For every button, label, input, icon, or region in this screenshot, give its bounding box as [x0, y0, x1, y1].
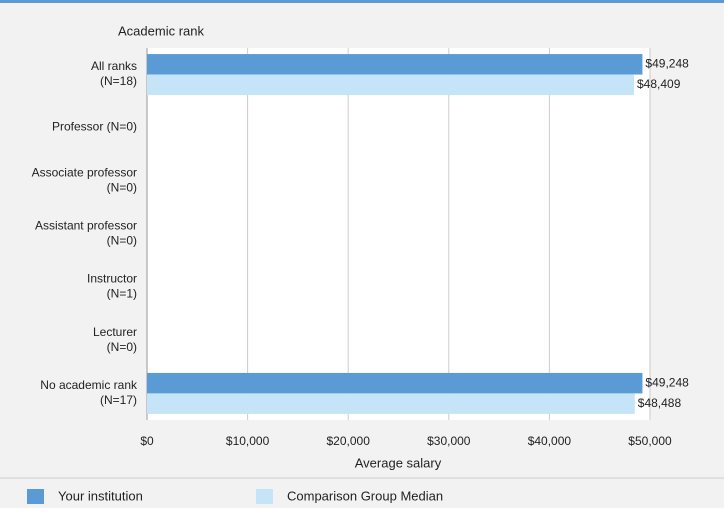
- data-label: $48,488: [638, 396, 682, 410]
- data-label: $49,248: [645, 375, 689, 389]
- bar: [147, 54, 643, 75]
- x-axis-title: Average salary: [355, 455, 442, 470]
- y-tick-label: Lecturer (N=0): [93, 325, 137, 354]
- data-label: $49,248: [645, 56, 689, 70]
- y-tick-label: Associate professor (N=0): [32, 166, 137, 195]
- x-tick-label: $30,000: [427, 434, 471, 448]
- x-tick-label: $0: [140, 434, 154, 448]
- y-tick-label: Assistant professor (N=0): [35, 219, 137, 248]
- top-border: [0, 0, 724, 3]
- legend-label: Comparison Group Median: [287, 488, 443, 503]
- y-axis-title: Academic rank: [118, 23, 204, 38]
- bar: [147, 74, 634, 96]
- y-tick-label: Instructor (N=1): [87, 272, 137, 301]
- y-tick-label: Professor (N=0): [52, 120, 137, 134]
- plot-area: [147, 48, 650, 420]
- x-tick-label: $50,000: [628, 434, 672, 448]
- data-label: $48,409: [637, 77, 681, 91]
- x-tick-label: $40,000: [528, 434, 572, 448]
- y-tick-label: All ranks (N=18): [91, 59, 137, 88]
- x-tick-label: $20,000: [327, 434, 371, 448]
- legend-swatch: [256, 489, 273, 504]
- x-tick-label: $10,000: [226, 434, 270, 448]
- legend-label: Your institution: [58, 488, 143, 503]
- y-tick-label: No academic rank (N=17): [40, 378, 138, 407]
- bar: [147, 372, 643, 394]
- legend-swatch: [27, 489, 44, 504]
- bar: [147, 393, 635, 414]
